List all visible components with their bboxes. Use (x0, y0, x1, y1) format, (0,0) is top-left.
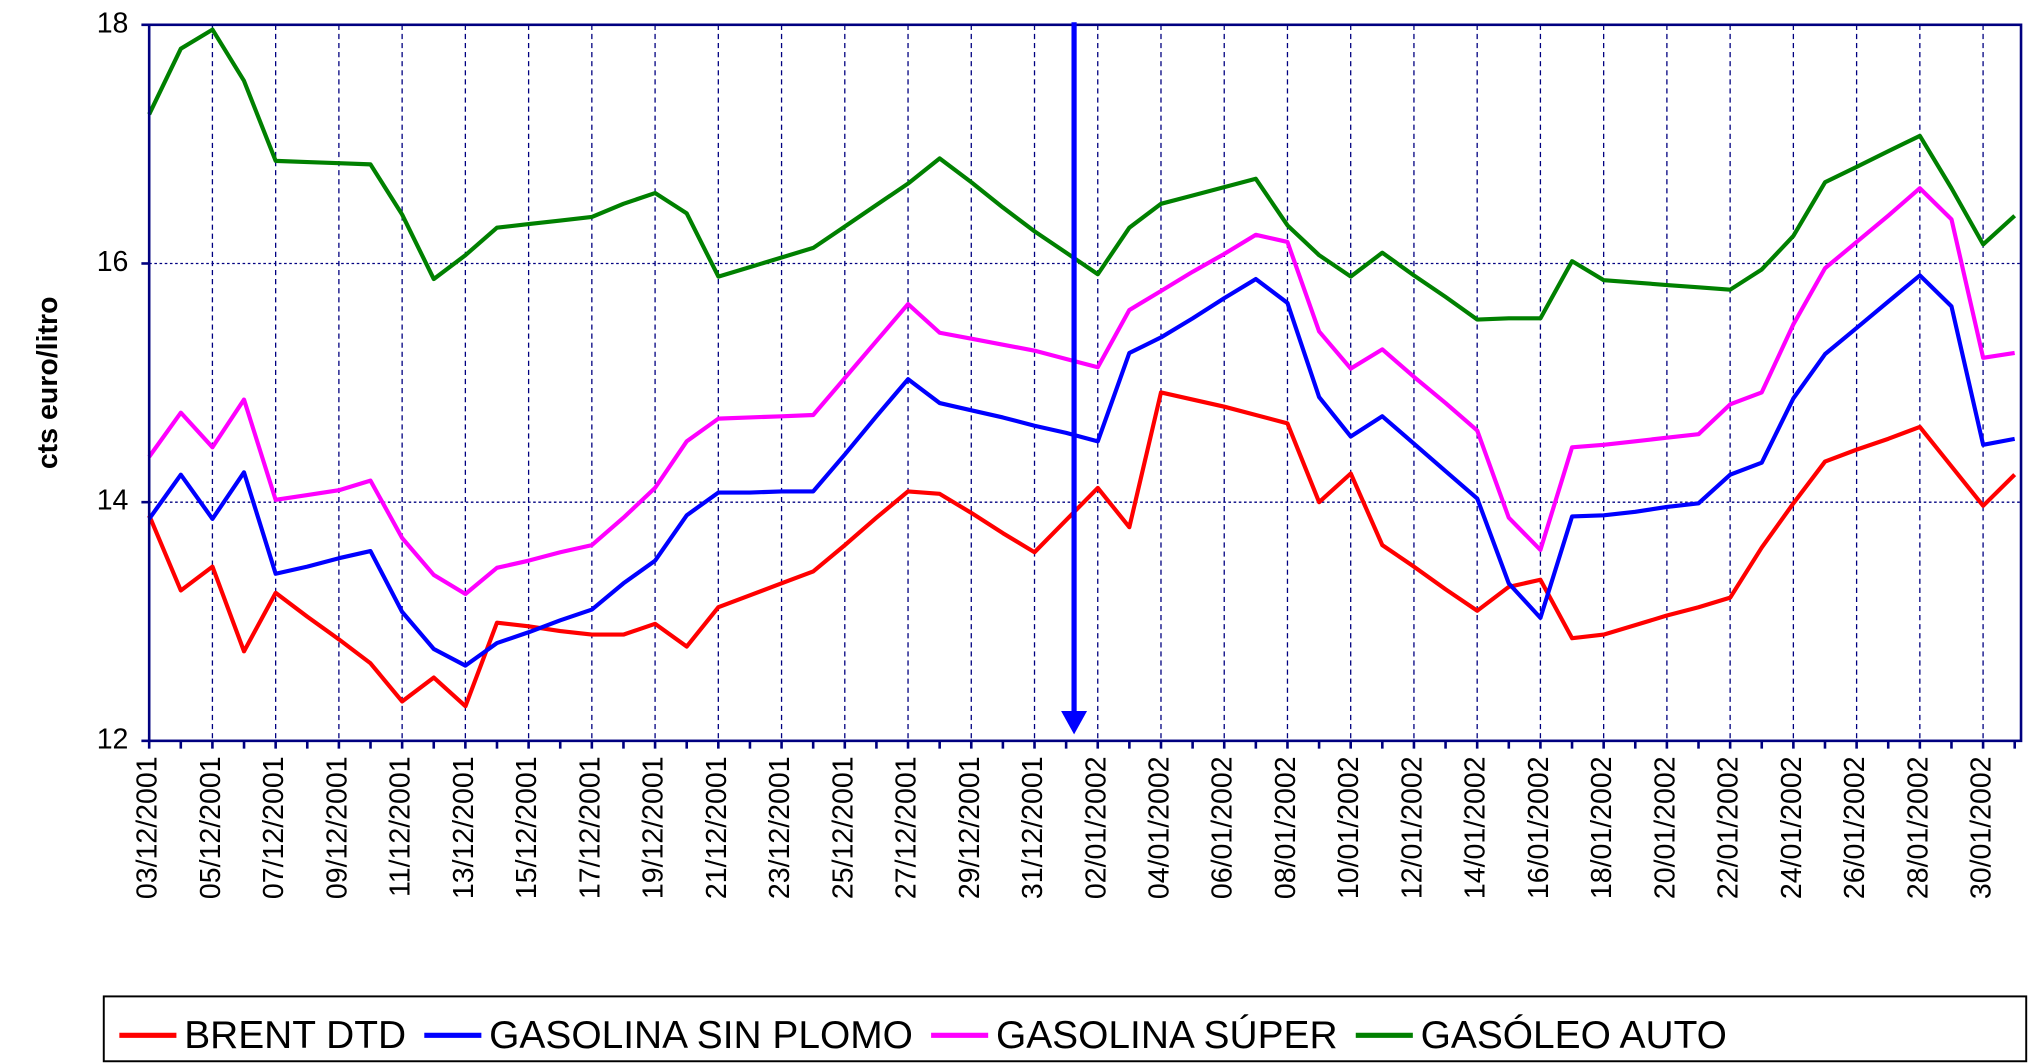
legend-box (102, 995, 2028, 1063)
x-tick-label: 27/12/2001 (891, 756, 923, 899)
y-tick-label: 18 (97, 7, 129, 39)
lines (147, 27, 2017, 709)
grid (149, 24, 2022, 742)
x-tick-label: 09/12/2001 (321, 756, 353, 899)
x-tick-label: 21/12/2001 (701, 756, 733, 899)
x-tick-label: 17/12/2001 (574, 756, 606, 899)
plot-frame (147, 23, 2023, 743)
x-tick-label: 03/12/2001 (132, 756, 164, 899)
x-tick-label: 26/01/2002 (1839, 756, 1871, 899)
x-tick-label: 05/12/2001 (195, 756, 227, 899)
y-tick-label: 14 (97, 485, 129, 517)
x-tick-label: 31/12/2001 (1017, 756, 1049, 899)
x-tick-label: 28/01/2002 (1902, 756, 1934, 899)
series-line (147, 186, 2015, 597)
x-tick-label: 19/12/2001 (638, 756, 670, 899)
x-tick-label: 08/01/2002 (1270, 756, 1302, 899)
y-tick-label: 12 (97, 723, 129, 755)
y-axis-label: cts euro/litro (32, 296, 64, 469)
series-line (147, 273, 2016, 668)
axes: 12 14 16 18 03/12/2001 05/12/2001 07/12/2001 09… (97, 7, 2023, 899)
x-tick-label: 24/01/2002 (1776, 756, 1808, 899)
x-tick-label: 22/01/2002 (1713, 756, 1745, 899)
legend-label: GASOLINA SÚPER (996, 1014, 1338, 1057)
arrow-head (1061, 711, 1088, 735)
x-tick-label: 04/01/2002 (1144, 756, 1176, 899)
series-line (147, 27, 2017, 322)
x-tick-label: 13/12/2001 (448, 756, 480, 899)
annotation-arrow (1061, 22, 1088, 735)
x-tick-label: 10/01/2002 (1333, 756, 1365, 899)
x-tick-label: 23/12/2001 (764, 756, 796, 899)
x-tick-label: 20/01/2002 (1649, 756, 1681, 899)
x-tick-label: 15/12/2001 (511, 756, 543, 899)
x-tick-label: 25/12/2001 (827, 756, 859, 899)
x-tick-label: 30/01/2002 (1966, 756, 1998, 899)
x-tick-label: 29/12/2001 (954, 756, 986, 899)
series-line (147, 390, 2017, 709)
x-tick-label: 02/01/2002 (1080, 756, 1112, 899)
x-tick-label: 12/01/2002 (1396, 756, 1428, 899)
legend: BRENT DTD GASOLINA SIN PLOMO GASOLINA SÚPE… (119, 1014, 1727, 1057)
x-tick-label: 14/01/2002 (1460, 756, 1492, 899)
legend-label: GASÓLEO AUTO (1421, 1014, 1727, 1057)
legend-label: BRENT DTD (184, 1014, 406, 1057)
x-tick-label: 06/01/2002 (1207, 756, 1239, 899)
x-tick-label: 11/12/2001 (385, 756, 417, 897)
y-tick-label: 16 (97, 246, 129, 278)
x-tick-label: 18/01/2002 (1586, 756, 1618, 899)
x-tick-label: 07/12/2001 (258, 756, 290, 899)
x-tick-label: 16/01/2002 (1523, 756, 1555, 899)
legend-label: GASOLINA SIN PLOMO (489, 1014, 913, 1057)
